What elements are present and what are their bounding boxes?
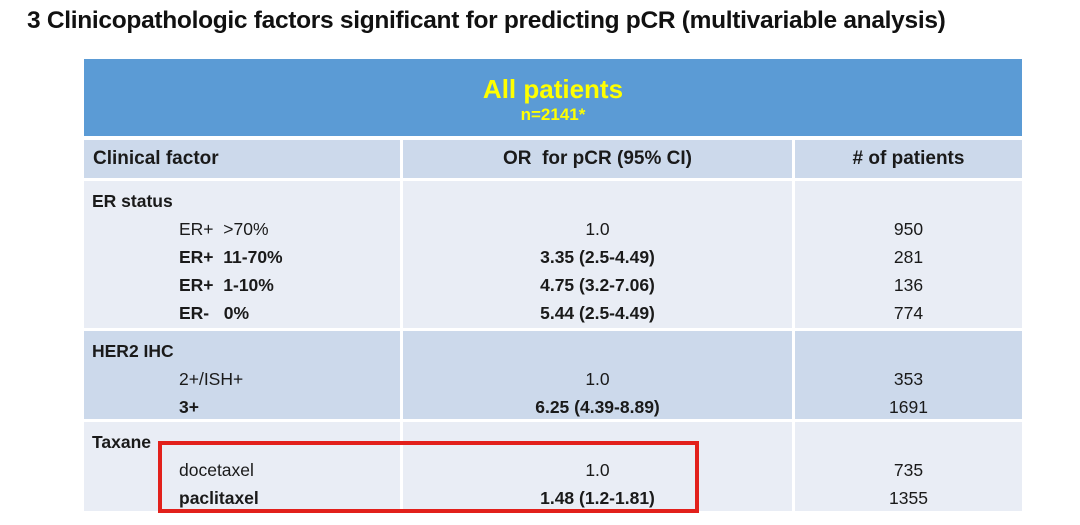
taxane-factor-column: Taxane docetaxel paclitaxel <box>84 422 400 511</box>
banner-subtitle: n=2141* <box>520 104 586 124</box>
taxane-patients-column: 735 1355 <box>795 422 1022 511</box>
row-or: 1.0 <box>585 219 610 239</box>
section-label: ER status <box>92 191 173 211</box>
row-factor: paclitaxel <box>179 488 259 508</box>
row-patients: 735 <box>893 460 924 480</box>
column-header-clinical-factor: Clinical factor <box>84 140 400 178</box>
section-taxane: Taxane docetaxel paclitaxel 1.0 1.48 (1.… <box>84 422 1022 511</box>
row-or: 1.48 (1.2-1.81) <box>540 488 655 508</box>
row-patients: 1691 <box>889 397 928 417</box>
er-or-column: 1.0 3.35 (2.5-4.49) 4.75 (3.2-7.06) 5.44… <box>403 181 792 328</box>
row-or: 1.0 <box>585 369 610 389</box>
column-header-patients: # of patients <box>795 140 1022 178</box>
row-or: 5.44 (2.5-4.49) <box>540 303 655 323</box>
er-factor-column: ER status ER+ >70% ER+ 11-70% ER+ 1-10% … <box>84 181 400 328</box>
row-factor: 3+ <box>179 397 199 417</box>
row-patients: 774 <box>893 303 924 323</box>
her2-factor-column: HER2 IHC 2+/ISH+ 3+ <box>84 331 400 419</box>
row-or: 3.35 (2.5-4.49) <box>540 247 655 267</box>
row-patients: 281 <box>893 247 924 267</box>
section-her2-ihc: HER2 IHC 2+/ISH+ 3+ 1.0 6.25 (4.39-8.89)… <box>84 331 1022 419</box>
row-patients: 950 <box>893 219 924 239</box>
column-header-or: OR for pCR (95% CI) <box>403 140 792 178</box>
section-er-status: ER status ER+ >70% ER+ 11-70% ER+ 1-10% … <box>84 181 1022 328</box>
her2-or-column: 1.0 6.25 (4.39-8.89) <box>403 331 792 419</box>
row-patients: 136 <box>893 275 924 295</box>
section-label: Taxane <box>92 432 152 452</box>
row-factor: 2+/ISH+ <box>179 369 244 389</box>
page-title: 3 Clinicopathologic factors significant … <box>27 7 946 34</box>
banner-title: All patients <box>482 73 624 104</box>
row-factor: ER+ >70% <box>179 219 269 239</box>
table-banner: All patients n=2141* <box>84 59 1022 136</box>
row-or: 6.25 (4.39-8.89) <box>535 397 660 417</box>
section-label: HER2 IHC <box>92 341 174 361</box>
row-patients: 353 <box>893 369 924 389</box>
row-factor: ER- 0% <box>179 303 250 323</box>
row-factor: ER+ 1-10% <box>179 275 274 295</box>
results-table: All patients n=2141* Clinical factor OR … <box>84 59 1022 514</box>
er-patients-column: 950 281 136 774 <box>795 181 1022 328</box>
row-or: 4.75 (3.2-7.06) <box>540 275 655 295</box>
row-factor: docetaxel <box>179 460 254 480</box>
row-factor: ER+ 11-70% <box>179 247 283 267</box>
row-or: 1.0 <box>585 460 610 480</box>
column-header-row: Clinical factor OR for pCR (95% CI) # of… <box>84 140 1022 178</box>
her2-patients-column: 353 1691 <box>795 331 1022 419</box>
row-patients: 1355 <box>889 488 928 508</box>
taxane-or-column: 1.0 1.48 (1.2-1.81) <box>403 422 792 511</box>
